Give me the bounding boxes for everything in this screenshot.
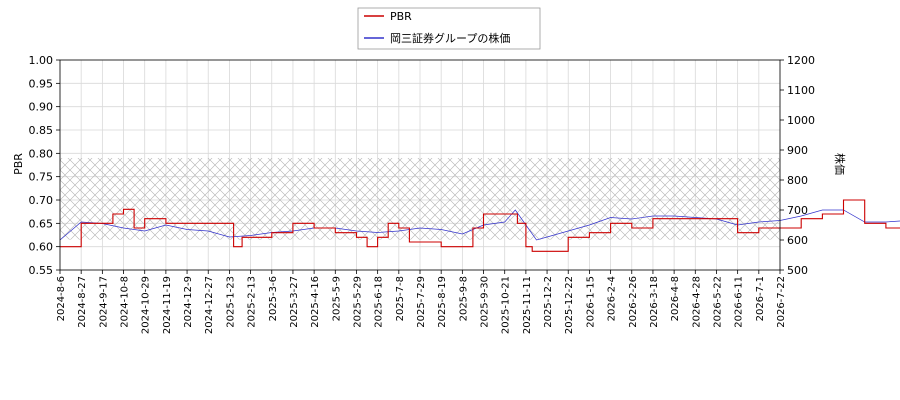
pbr-series-line: [60, 199, 900, 252]
legend-label-pbr: PBR: [390, 10, 412, 23]
x-tick-label: 2025-2-13: [247, 276, 258, 328]
x-tick-label: 2025-12-22: [564, 276, 575, 334]
left-tick-label: 0.90: [29, 101, 54, 114]
x-tick-label: 2025-6-18: [374, 276, 385, 328]
right-tick-label: 700: [787, 204, 808, 217]
legend: PBR 岡三証券グループの株価: [357, 7, 541, 50]
left-tick-label: 0.55: [29, 264, 54, 277]
x-tick-label: 2024-10-8: [120, 276, 131, 328]
x-tick-label: 2026-2-4: [607, 276, 618, 321]
x-tick-label: 2026-4-8: [670, 276, 681, 321]
x-tick-label: 2024-12-27: [204, 276, 215, 334]
x-tick-label: 2026-7-22: [776, 276, 787, 328]
right-tick-label: 900: [787, 144, 808, 157]
left-tick-label: 0.60: [29, 241, 54, 254]
x-tick-label: 2025-3-6: [268, 276, 279, 321]
x-tick-label: 2024-8-6: [56, 276, 67, 321]
x-tick-label: 2024-8-27: [77, 276, 88, 328]
x-tick-label: 2025-9-8: [458, 276, 469, 321]
x-tick-label: 2024-11-19: [162, 276, 173, 334]
left-tick-label: 0.95: [29, 77, 54, 90]
x-tick-label: 2024-12-9: [183, 276, 194, 328]
left-axis: 0.55 0.60 0.65 0.70 0.75 0.80 0.85 0.90 0.95 1.00: [29, 54, 60, 277]
x-tick-label: 2025-1-23: [225, 276, 236, 328]
right-tick-label: 1200: [787, 54, 815, 67]
left-tick-label: 0.75: [29, 171, 54, 184]
right-tick-label: 800: [787, 174, 808, 187]
x-tick-label: 2026-5-22: [712, 276, 723, 328]
x-tick-label: 2025-5-29: [352, 276, 363, 328]
left-axis-label: PBR: [12, 153, 25, 175]
x-tick-label: 2025-10-21: [501, 276, 512, 334]
x-tick-label: 2025-7-8: [395, 276, 406, 321]
left-tick-label: 0.85: [29, 124, 54, 137]
right-tick-label: 600: [787, 234, 808, 247]
right-tick-label: 1000: [787, 114, 815, 127]
x-tick-label: 2025-5-9: [331, 276, 342, 321]
legend-box: [357, 7, 541, 50]
right-axis-label: 株価: [833, 153, 847, 175]
left-tick-label: 0.70: [29, 194, 54, 207]
price-series-line: [59, 209, 900, 241]
left-tick-label: 0.65: [29, 217, 54, 230]
x-tick-label: 2024-10-29: [141, 276, 152, 334]
x-tick-label: 2026-1-15: [585, 276, 596, 328]
x-tick-label: 2026-4-28: [691, 276, 702, 328]
x-tick-label: 2026-7-1: [755, 276, 766, 321]
x-tick-label: 2025-8-19: [437, 276, 448, 328]
shaded-band: [60, 158, 780, 240]
right-tick-label: 500: [787, 264, 808, 277]
x-tick-label: 2025-3-27: [289, 276, 300, 328]
right-axis: 500 600 700 800 900 1000 1100 1200: [780, 54, 815, 277]
x-tick-label: 2025-7-29: [416, 276, 427, 328]
left-tick-label: 0.80: [29, 147, 54, 160]
x-tick-label: 2026-2-26: [628, 276, 639, 328]
x-tick-label: 2026-6-11: [734, 276, 745, 328]
x-tick-label: 2024-9-17: [98, 276, 109, 328]
series-layer: [59, 199, 900, 252]
x-axis: 2024-8-6 2024-8-27 2024-9-17 2024-10-8 2024-…: [56, 270, 787, 334]
x-tick-label: 2025-11-11: [522, 276, 533, 334]
x-tick-label: 2025-12-2: [543, 276, 554, 328]
left-tick-label: 1.00: [29, 54, 54, 67]
x-tick-label: 2025-4-16: [310, 276, 321, 328]
legend-label-price: 岡三証券グループの株価: [390, 31, 510, 45]
x-tick-label: 2026-3-18: [649, 276, 660, 328]
x-tick-label: 2025-9-30: [480, 276, 491, 328]
right-tick-label: 1100: [787, 84, 815, 97]
